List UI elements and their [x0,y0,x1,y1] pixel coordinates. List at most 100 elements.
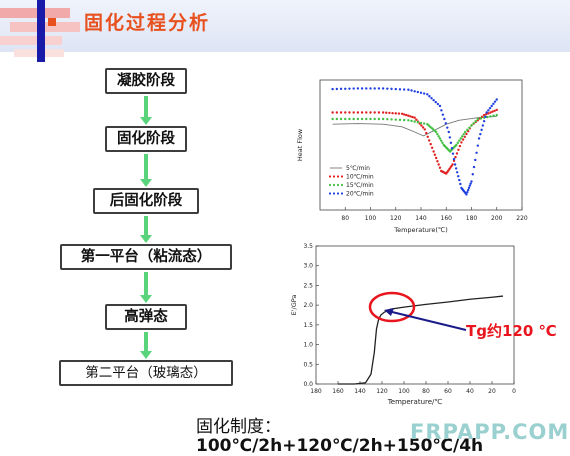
series-point [426,135,429,138]
legend-marker [336,175,340,178]
series-point [440,109,443,112]
series-point [339,111,343,114]
series-point [360,87,364,90]
series-point [493,100,497,103]
series-point [369,87,372,90]
y-tick-label: 2.5 [303,282,313,289]
series-point [398,118,402,122]
x-tick-label: 220 [516,215,528,222]
series-point [438,104,442,108]
series-point [402,118,406,122]
series-point [477,137,481,140]
series-point [407,114,410,117]
series-point [482,119,486,123]
tg-pointer-arrowhead-icon [384,308,394,316]
series-point [356,87,360,90]
series-point [422,92,426,95]
series-point [352,87,355,90]
series-point [465,132,468,136]
plot-frame [315,245,515,385]
flow-step: 第二平台（玻璃态） [59,360,233,386]
series-point [471,173,474,176]
series-point [365,87,368,90]
series-point [426,93,429,96]
series-point [474,119,477,123]
series-point [398,88,402,91]
series-point [377,117,381,121]
series-point [405,113,408,117]
series-point [447,130,450,134]
series-point [400,112,404,115]
curing-system-label: 固化制度： [196,417,281,437]
y-tick-label: 1.5 [303,322,313,329]
flow-step: 后固化阶段 [93,188,199,214]
series-point [409,115,412,118]
series-point [440,139,443,142]
series-point [410,89,413,92]
flow-step: 凝胶阶段 [105,68,187,94]
series-point [456,141,460,145]
series-point [437,163,440,166]
series-point [373,87,376,90]
series-point [425,131,428,135]
legend-label: 15℃/min [346,182,374,189]
x-tick-label: 0 [512,388,516,395]
series-point [386,87,389,90]
series-point [377,111,381,114]
series-point [331,87,334,91]
series-point [452,159,456,163]
series-point [441,113,445,116]
series-point [394,87,397,91]
series-line [332,115,497,137]
series-point [470,180,473,183]
legend-marker [336,183,340,187]
series-point [381,111,385,114]
x-tick-label: 180 [310,388,322,395]
tg-pointer-line [387,310,467,331]
series-point [457,175,460,178]
x-tick-label: 60 [444,388,452,395]
x-axis-label: Temperature/℃ [387,398,443,406]
series-point [430,146,434,150]
series-point [419,91,423,94]
flow-arrow-shaft [144,332,148,351]
series-point [461,135,464,138]
corner-decoration-icon [0,0,80,62]
y-tick-label: 2.0 [303,302,313,309]
legend-marker [340,183,344,187]
series-point [493,109,496,112]
series-point [437,135,440,138]
series-point [472,122,475,125]
legend-marker [328,192,332,195]
y-axis-label: Heat Flow [296,128,304,161]
series-point [390,118,393,121]
flow-arrow-down-icon [140,351,152,359]
series-point [365,117,368,121]
series-point [335,87,339,91]
series-point [463,135,466,138]
series-point [410,119,413,123]
flow-step: 高弹态 [105,304,187,330]
series-point [454,167,458,170]
series-point [484,115,487,119]
series-point [479,132,482,136]
series-point [475,151,478,154]
series-point [466,191,469,194]
series-point [356,111,360,114]
x-tick-label: 100 [365,215,377,222]
series-point [466,128,469,132]
series-point [446,126,449,129]
legend-marker [332,183,336,187]
x-tick-label: 200 [491,215,503,222]
curing-system-value: 100℃/2h+120℃/2h+150℃/4h [196,436,484,456]
y-tick-label: 0.0 [303,381,313,388]
flow-arrow-down-icon [140,117,152,125]
series-line [338,295,504,385]
y-tick-label: 3.5 [303,243,313,250]
series-point [455,143,458,147]
series-point [459,182,462,186]
series-point [331,117,334,121]
legend-marker [328,175,332,178]
series-point [422,122,426,125]
